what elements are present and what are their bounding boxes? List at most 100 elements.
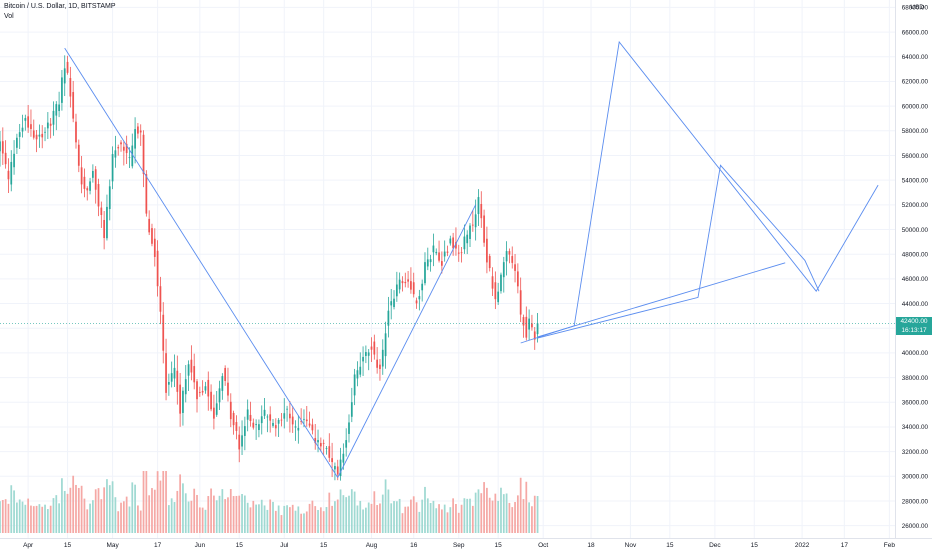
price-tick-label: 50000.00 <box>902 227 929 234</box>
volume-bar <box>131 482 134 533</box>
volume-bar <box>418 511 421 533</box>
volume-bar <box>449 507 452 533</box>
time-axis[interactable]: Apr 15 May 17 Jun 15 Jul 15 Aug 16 Sep 15 Oct 18 Nov 15… <box>23 542 895 549</box>
volume-bar <box>255 504 257 533</box>
volume-bar <box>260 499 263 533</box>
volume-bar <box>336 499 339 533</box>
candle-body <box>393 298 395 308</box>
price-axis-unit: USD <box>910 4 924 11</box>
candle-body <box>13 153 15 168</box>
price-tick-label: 62000.00 <box>902 79 929 86</box>
candle-body <box>395 284 398 297</box>
volume-bar <box>263 505 266 533</box>
candle-body <box>381 349 384 367</box>
candle-body <box>58 104 60 112</box>
candle-body <box>269 414 272 421</box>
volume-bar <box>252 500 255 533</box>
candle-body <box>117 147 120 149</box>
candle-body <box>167 382 170 385</box>
candle-body <box>429 259 432 263</box>
volume-bar <box>362 509 364 533</box>
volume-bar <box>491 500 494 533</box>
candle-body <box>452 237 455 249</box>
candle-body <box>77 144 80 166</box>
volume-bar <box>443 504 446 533</box>
price-tick-label: 40000.00 <box>902 350 929 357</box>
volume-bar <box>502 494 505 533</box>
price-axis[interactable]: 26000.00 28000.00 30000.00 32000.00 34000.00… <box>902 5 929 530</box>
volume-bar <box>38 504 41 533</box>
volume-bar <box>519 477 522 533</box>
volume-bar <box>35 505 38 533</box>
candle-body <box>480 203 483 219</box>
candle-body <box>443 251 446 257</box>
volume-bar <box>376 505 379 533</box>
drawn-pattern-lines[interactable] <box>64 40 879 478</box>
volume-bar <box>66 493 69 533</box>
volume-bar <box>16 502 18 533</box>
volume-bar <box>365 507 367 533</box>
drawn-pattern-path <box>520 40 879 344</box>
candle-body <box>137 126 139 134</box>
candle-body <box>277 419 280 424</box>
candle-body <box>94 169 97 190</box>
volume-bar <box>432 500 435 533</box>
candle-body <box>367 352 370 356</box>
volume-bar <box>142 471 145 533</box>
time-tick-label: 15 <box>666 542 674 549</box>
volume-bar <box>305 511 308 533</box>
symbol-legend[interactable]: Bitcoin / U.S. Dollar, 1D, BITSTAMP <box>4 3 116 10</box>
volume-bar <box>58 503 60 533</box>
candle-body <box>466 234 469 244</box>
price-tick-label: 58000.00 <box>902 128 929 135</box>
candle-body <box>353 374 356 396</box>
volume-bar <box>246 502 249 533</box>
volume-bar <box>137 505 139 533</box>
volume-bar <box>173 502 176 533</box>
volume-legend[interactable]: Vol <box>4 13 14 20</box>
candle-body <box>305 419 308 422</box>
candle-body <box>505 251 508 262</box>
candle-body <box>387 310 390 326</box>
volume-bar <box>522 499 525 533</box>
candle-body <box>477 197 480 215</box>
candle-body <box>263 409 266 416</box>
volume-bar <box>63 490 66 533</box>
time-tick-label: Oct <box>538 542 548 549</box>
volume-bar <box>455 504 457 533</box>
candle-body <box>55 104 58 116</box>
candle-body <box>80 167 83 185</box>
candle-body <box>204 386 207 391</box>
volume-bar <box>404 506 407 533</box>
candle-body <box>131 145 134 167</box>
candle-body <box>120 142 122 145</box>
volume-bar <box>221 489 224 533</box>
candle-body <box>407 279 409 282</box>
candle-body <box>525 316 528 338</box>
candle-body <box>7 170 10 180</box>
candle-body <box>69 78 72 97</box>
time-tick-label: Jun <box>195 542 206 549</box>
volume-bar <box>303 513 305 533</box>
volume-bar <box>426 498 429 533</box>
volume-bar <box>210 488 212 533</box>
candle-body <box>528 318 530 330</box>
candle-body <box>114 150 117 158</box>
volume-bar <box>148 495 151 533</box>
volume-bar <box>139 510 142 533</box>
candle-body <box>49 123 52 126</box>
candle-body <box>336 466 339 475</box>
volume-bar <box>274 510 277 533</box>
volume-bar <box>258 504 260 533</box>
volume-bar <box>331 505 333 533</box>
candle-body <box>328 446 331 458</box>
volume-bar <box>55 495 58 533</box>
time-tick-label: Aug <box>366 542 378 549</box>
volume-bar <box>32 506 35 533</box>
volume-bar <box>398 498 401 533</box>
volume-bar <box>435 508 438 533</box>
candle-body <box>83 176 86 189</box>
candle-body <box>325 447 328 449</box>
volume-bar <box>373 491 376 533</box>
